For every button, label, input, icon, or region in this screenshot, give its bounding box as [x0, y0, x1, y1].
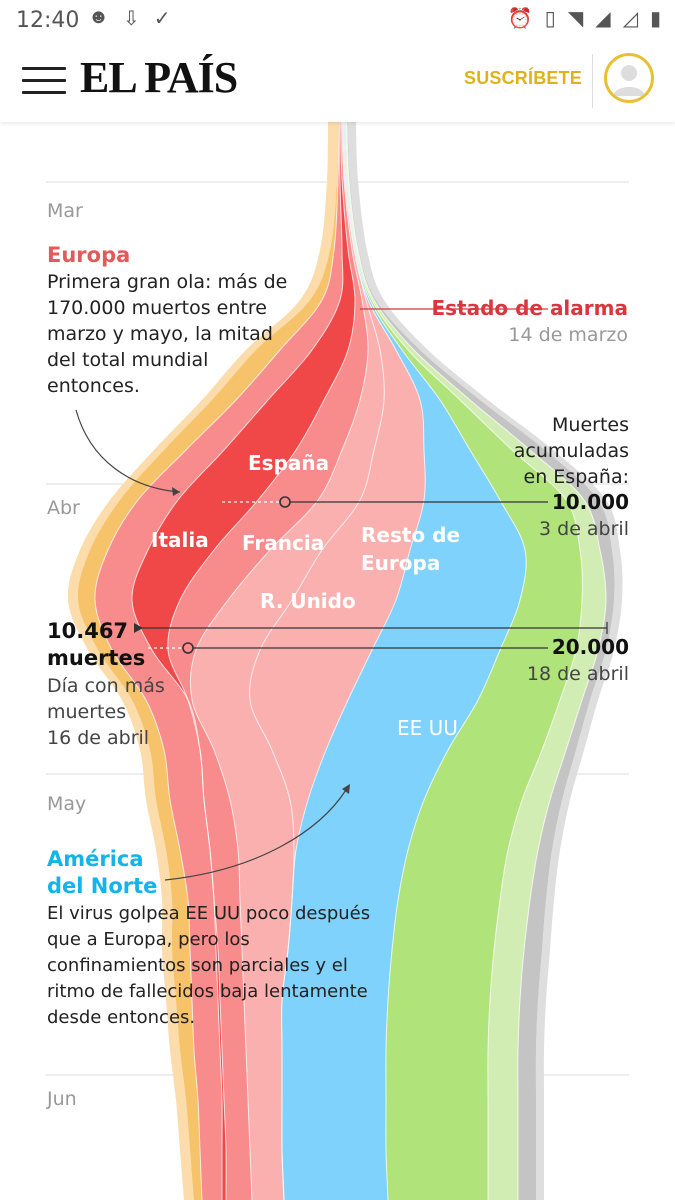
hotspot-icon: ☻ — [88, 6, 110, 28]
user-icon — [613, 65, 645, 96]
america-arrow — [164, 789, 347, 881]
menu-icon[interactable] — [22, 67, 66, 95]
europa-line-2: 170.000 muertos entre — [47, 297, 267, 319]
acumuladas-value-1: 10.000 — [552, 490, 629, 514]
america-title-1: América — [47, 847, 144, 871]
europa-arrow — [75, 409, 181, 493]
pico-value: 10.467 — [47, 619, 128, 643]
stream-separator — [189, 121, 369, 1200]
site-header: EL PAÍS SUSCRÍBETE — [0, 40, 675, 122]
america-title-2: del Norte — [47, 874, 157, 898]
status-bar: 12:40 ☻ ⇩ ✓ ⏰ ▯ ◥ ◢ ◿ ▮ — [0, 0, 675, 40]
month-label-jun: Jun — [46, 1088, 77, 1110]
stream-layers — [67, 121, 623, 1200]
stream-label-italia: Italia — [151, 528, 209, 552]
annotation-europa: Europa Primera gran ola: más de 170.000 … — [47, 243, 287, 496]
stream-label-resto-europa-2: Europa — [361, 551, 440, 575]
annotation-acumuladas: Muertes acumuladas en España: 10.000 3 d… — [148, 414, 629, 685]
acumuladas-date-2: 18 de abril — [527, 663, 629, 685]
stream-separator — [281, 121, 426, 1200]
check-icon: ✓ — [153, 8, 171, 30]
america-line-5: desde entonces. — [47, 1007, 195, 1028]
pico-line-3: 16 de abril — [47, 727, 149, 749]
stream-separator — [345, 121, 583, 1200]
vibrate-icon: ▯ — [544, 8, 556, 30]
battery-icon: ▮ — [649, 8, 661, 30]
annotation-estado-alarma: Estado de alarma 14 de marzo — [360, 296, 628, 346]
acumuladas-line-3: en España: — [524, 466, 629, 488]
stream-separator — [167, 121, 356, 1200]
month-labels: Mar Abr May Jun — [46, 200, 86, 1110]
stream-separator — [346, 121, 607, 1200]
stream-italia — [94, 122, 343, 1200]
acumuladas-20000-marker — [182, 642, 194, 654]
pico-line-2: muertes — [47, 701, 126, 723]
stream-resto-europa — [249, 122, 426, 1200]
signal-icon-2: ◿ — [622, 8, 638, 30]
annotation-pico: 10.467 muertes Día con más muertes 16 de… — [47, 619, 608, 749]
stream-espana — [131, 122, 355, 1200]
stream-eeuu — [281, 122, 527, 1200]
month-label-may: May — [47, 793, 86, 815]
stream-separator — [131, 121, 344, 1200]
pico-value-unit: muertes — [47, 646, 145, 670]
acumuladas-line-1: Muertes — [552, 414, 629, 436]
stream-labels: España Italia Francia R. Unido Resto de … — [151, 451, 460, 740]
alarma-date: 14 de marzo — [508, 324, 628, 346]
america-arrow-head — [342, 784, 350, 794]
header-divider — [592, 54, 593, 108]
annotation-america: América del Norte El virus golpea EE UU … — [47, 784, 370, 1028]
stream-label-francia: Francia — [242, 531, 324, 555]
site-logo[interactable]: EL PAÍS — [80, 53, 238, 102]
download-icon: ⇩ — [123, 8, 140, 30]
status-time: 12:40 — [16, 8, 80, 33]
alarma-title: Estado de alarma — [431, 296, 628, 320]
month-label-abr: Abr — [47, 497, 80, 519]
stream-separator — [344, 121, 527, 1200]
wifi-icon: ◥ — [567, 8, 584, 30]
acumuladas-10000-marker — [279, 496, 291, 508]
acumuladas-date-1: 3 de abril — [539, 518, 629, 540]
america-line-3: confinamientos son parciales y el — [47, 955, 348, 976]
stream-canada — [345, 122, 583, 1200]
america-line-4: ritmo de fallecidos baja lentamente — [47, 981, 368, 1002]
pico-arrow-head — [134, 623, 143, 633]
subscribe-link[interactable]: SUSCRÍBETE — [464, 68, 583, 88]
stream-label-reino-unido: R. Unido — [260, 589, 356, 613]
pico-line-1: Día con más — [47, 675, 165, 697]
america-line-2: que a Europa, pero los — [47, 929, 250, 950]
europa-line-3: marzo y mayo, la mitad — [47, 323, 273, 345]
europa-line-4: del total mundial — [47, 349, 208, 371]
signal-icon: ◢ — [595, 8, 611, 30]
alarm-icon: ⏰ — [507, 8, 533, 30]
acumuladas-value-2: 20.000 — [552, 635, 629, 659]
user-avatar[interactable] — [604, 53, 654, 103]
stream-label-espana: España — [248, 451, 329, 475]
america-line-1: El virus golpea EE UU poco después — [47, 903, 370, 924]
europa-arrow-head — [172, 487, 180, 496]
europa-line-5: entonces. — [47, 375, 140, 397]
acumuladas-line-2: acumuladas — [514, 440, 629, 462]
month-label-mar: Mar — [47, 200, 83, 222]
stream-francia — [167, 122, 369, 1200]
stream-separator — [94, 121, 340, 1200]
stream-label-resto-europa-1: Resto de — [361, 523, 460, 547]
europa-line-1: Primera gran ola: más de — [47, 271, 287, 293]
stream-reino-unido — [190, 122, 385, 1200]
stream-label-eeuu: EE UU — [397, 716, 458, 740]
europa-title: Europa — [47, 243, 130, 267]
